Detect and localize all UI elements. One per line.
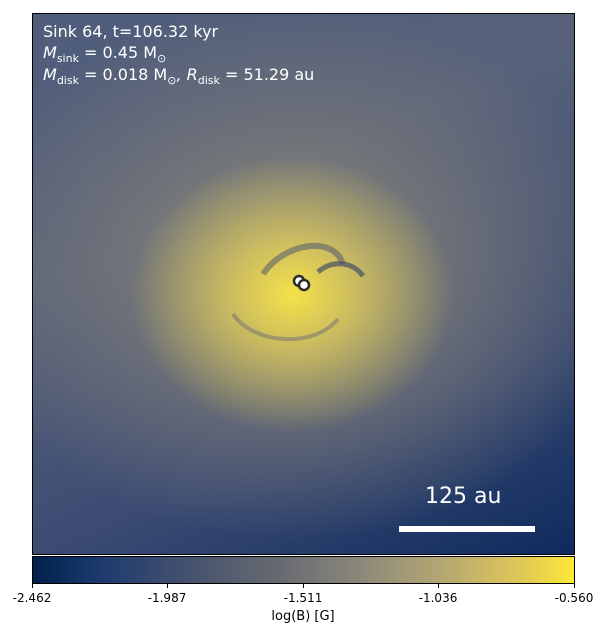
colorbar-tick [574,584,575,588]
r-disk-symbol: , R [176,65,198,84]
m-disk-unit-sub: ⊙ [167,74,177,87]
field-structure-overlay [231,243,366,341]
colorbar-tick [32,584,33,588]
spiral-arm-3 [231,312,340,341]
field-map-panel: Sink 64, t=106.32 kyr Msink = 0.45 M⊙ Md… [32,13,575,555]
sink-marker-icon [297,278,311,292]
colorbar-tick-label: -1.511 [283,591,323,605]
colorbar-tick-label: -2.462 [12,591,52,605]
sink-mass-label: Msink = 0.45 M⊙ [43,43,167,65]
colorbar-tick [303,584,304,588]
colorbar [32,556,575,584]
r-disk-value: = 51.29 au [219,65,315,84]
scalebar-label: 125 au [425,484,502,509]
colorbar-tick [167,584,168,588]
disk-properties-label: Mdisk = 0.018 M⊙, Rdisk = 51.29 au [43,65,315,87]
colorbar-tick [438,584,439,588]
m-disk-value: = 0.018 M [78,65,168,84]
colorbar-tick-label: -1.036 [418,591,458,605]
m-sink-symbol: M [43,43,57,62]
spiral-arm-1 [260,243,346,276]
m-sink-sub: sink [56,52,79,65]
r-disk-sub: disk [197,74,220,87]
m-sink-unit-sub: ⊙ [157,52,167,65]
m-disk-symbol: M [43,65,57,84]
colorbar-tick-label: -1.987 [147,591,187,605]
colorbar-tick-label: -0.560 [554,591,594,605]
scalebar-line [399,526,535,532]
m-disk-sub: disk [56,74,79,87]
m-sink-value: = 0.45 M [78,43,158,62]
spiral-arm-2 [316,261,366,278]
sink-time-label: Sink 64, t=106.32 kyr [43,22,219,41]
colorbar-title: log(B) [G] [271,609,335,624]
